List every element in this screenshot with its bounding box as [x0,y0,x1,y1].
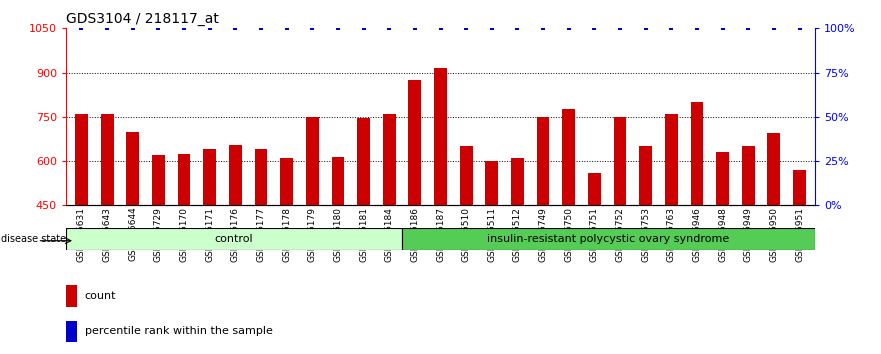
Point [279,25,293,31]
Bar [767,133,781,205]
Text: percentile rank within the sample: percentile rank within the sample [85,326,273,336]
Bar [66,320,78,342]
Point [639,25,653,31]
Bar [383,114,396,205]
Point [562,25,576,31]
Text: disease state: disease state [1,234,66,244]
Bar [204,149,216,205]
Bar [126,132,139,205]
Bar [280,158,293,205]
Point [715,25,729,31]
Bar [691,102,703,205]
Point [613,25,627,31]
Bar [66,228,402,250]
Point [766,25,781,31]
Bar [613,117,626,205]
Bar [793,170,806,205]
Point [254,25,268,31]
Bar [409,80,421,205]
Bar [716,152,729,205]
Point [305,25,319,31]
Point [331,25,345,31]
Point [510,25,524,31]
Bar [178,154,190,205]
Bar [640,146,652,205]
Bar [66,285,78,307]
Text: count: count [85,291,116,301]
Point [793,25,807,31]
Bar [460,146,472,205]
Point [536,25,550,31]
Point [408,25,422,31]
Point [177,25,191,31]
Point [152,25,166,31]
Point [433,25,448,31]
Text: GDS3104 / 218117_at: GDS3104 / 218117_at [66,12,219,26]
Bar [434,68,447,205]
Point [74,25,88,31]
Text: insulin-resistant polycystic ovary syndrome: insulin-resistant polycystic ovary syndr… [487,234,729,244]
Point [485,25,499,31]
Point [459,25,473,31]
Bar [511,158,524,205]
Text: control: control [215,234,253,244]
Point [357,25,371,31]
Bar [485,161,498,205]
Bar [331,156,344,205]
Point [588,25,602,31]
Point [741,25,755,31]
Bar [229,145,241,205]
Point [126,25,140,31]
Bar [100,114,114,205]
Point [100,25,115,31]
Point [382,25,396,31]
Point [690,25,704,31]
Bar [255,149,268,205]
Point [228,25,242,31]
Bar [588,173,601,205]
Bar [152,155,165,205]
Bar [665,114,677,205]
Bar [537,117,550,205]
Bar [75,114,88,205]
Point [203,25,217,31]
Bar [742,146,755,205]
Bar [562,109,575,205]
Bar [306,117,319,205]
Bar [402,228,815,250]
Bar [357,118,370,205]
Point [664,25,678,31]
